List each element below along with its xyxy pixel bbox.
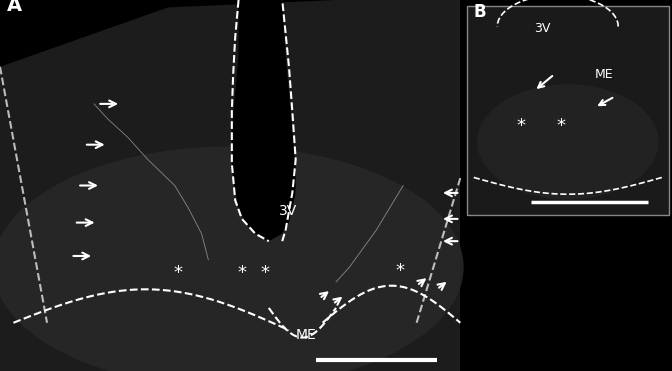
Text: *: *: [237, 264, 247, 282]
Text: *: *: [516, 117, 526, 135]
Text: *: *: [173, 264, 183, 282]
Text: B: B: [474, 3, 487, 21]
Polygon shape: [232, 0, 296, 241]
Text: ME: ME: [595, 68, 614, 81]
Text: 3V: 3V: [534, 22, 550, 35]
Text: *: *: [556, 117, 566, 135]
Ellipse shape: [477, 84, 659, 200]
Text: A: A: [7, 0, 22, 15]
Bar: [0, 0, 460, 371]
Text: *: *: [395, 262, 405, 280]
Text: 3V: 3V: [279, 204, 297, 218]
Bar: [467, 6, 669, 215]
Text: *: *: [261, 264, 270, 282]
Polygon shape: [0, 0, 457, 67]
Ellipse shape: [0, 147, 464, 371]
Text: ME: ME: [296, 328, 317, 342]
Polygon shape: [0, 0, 81, 48]
